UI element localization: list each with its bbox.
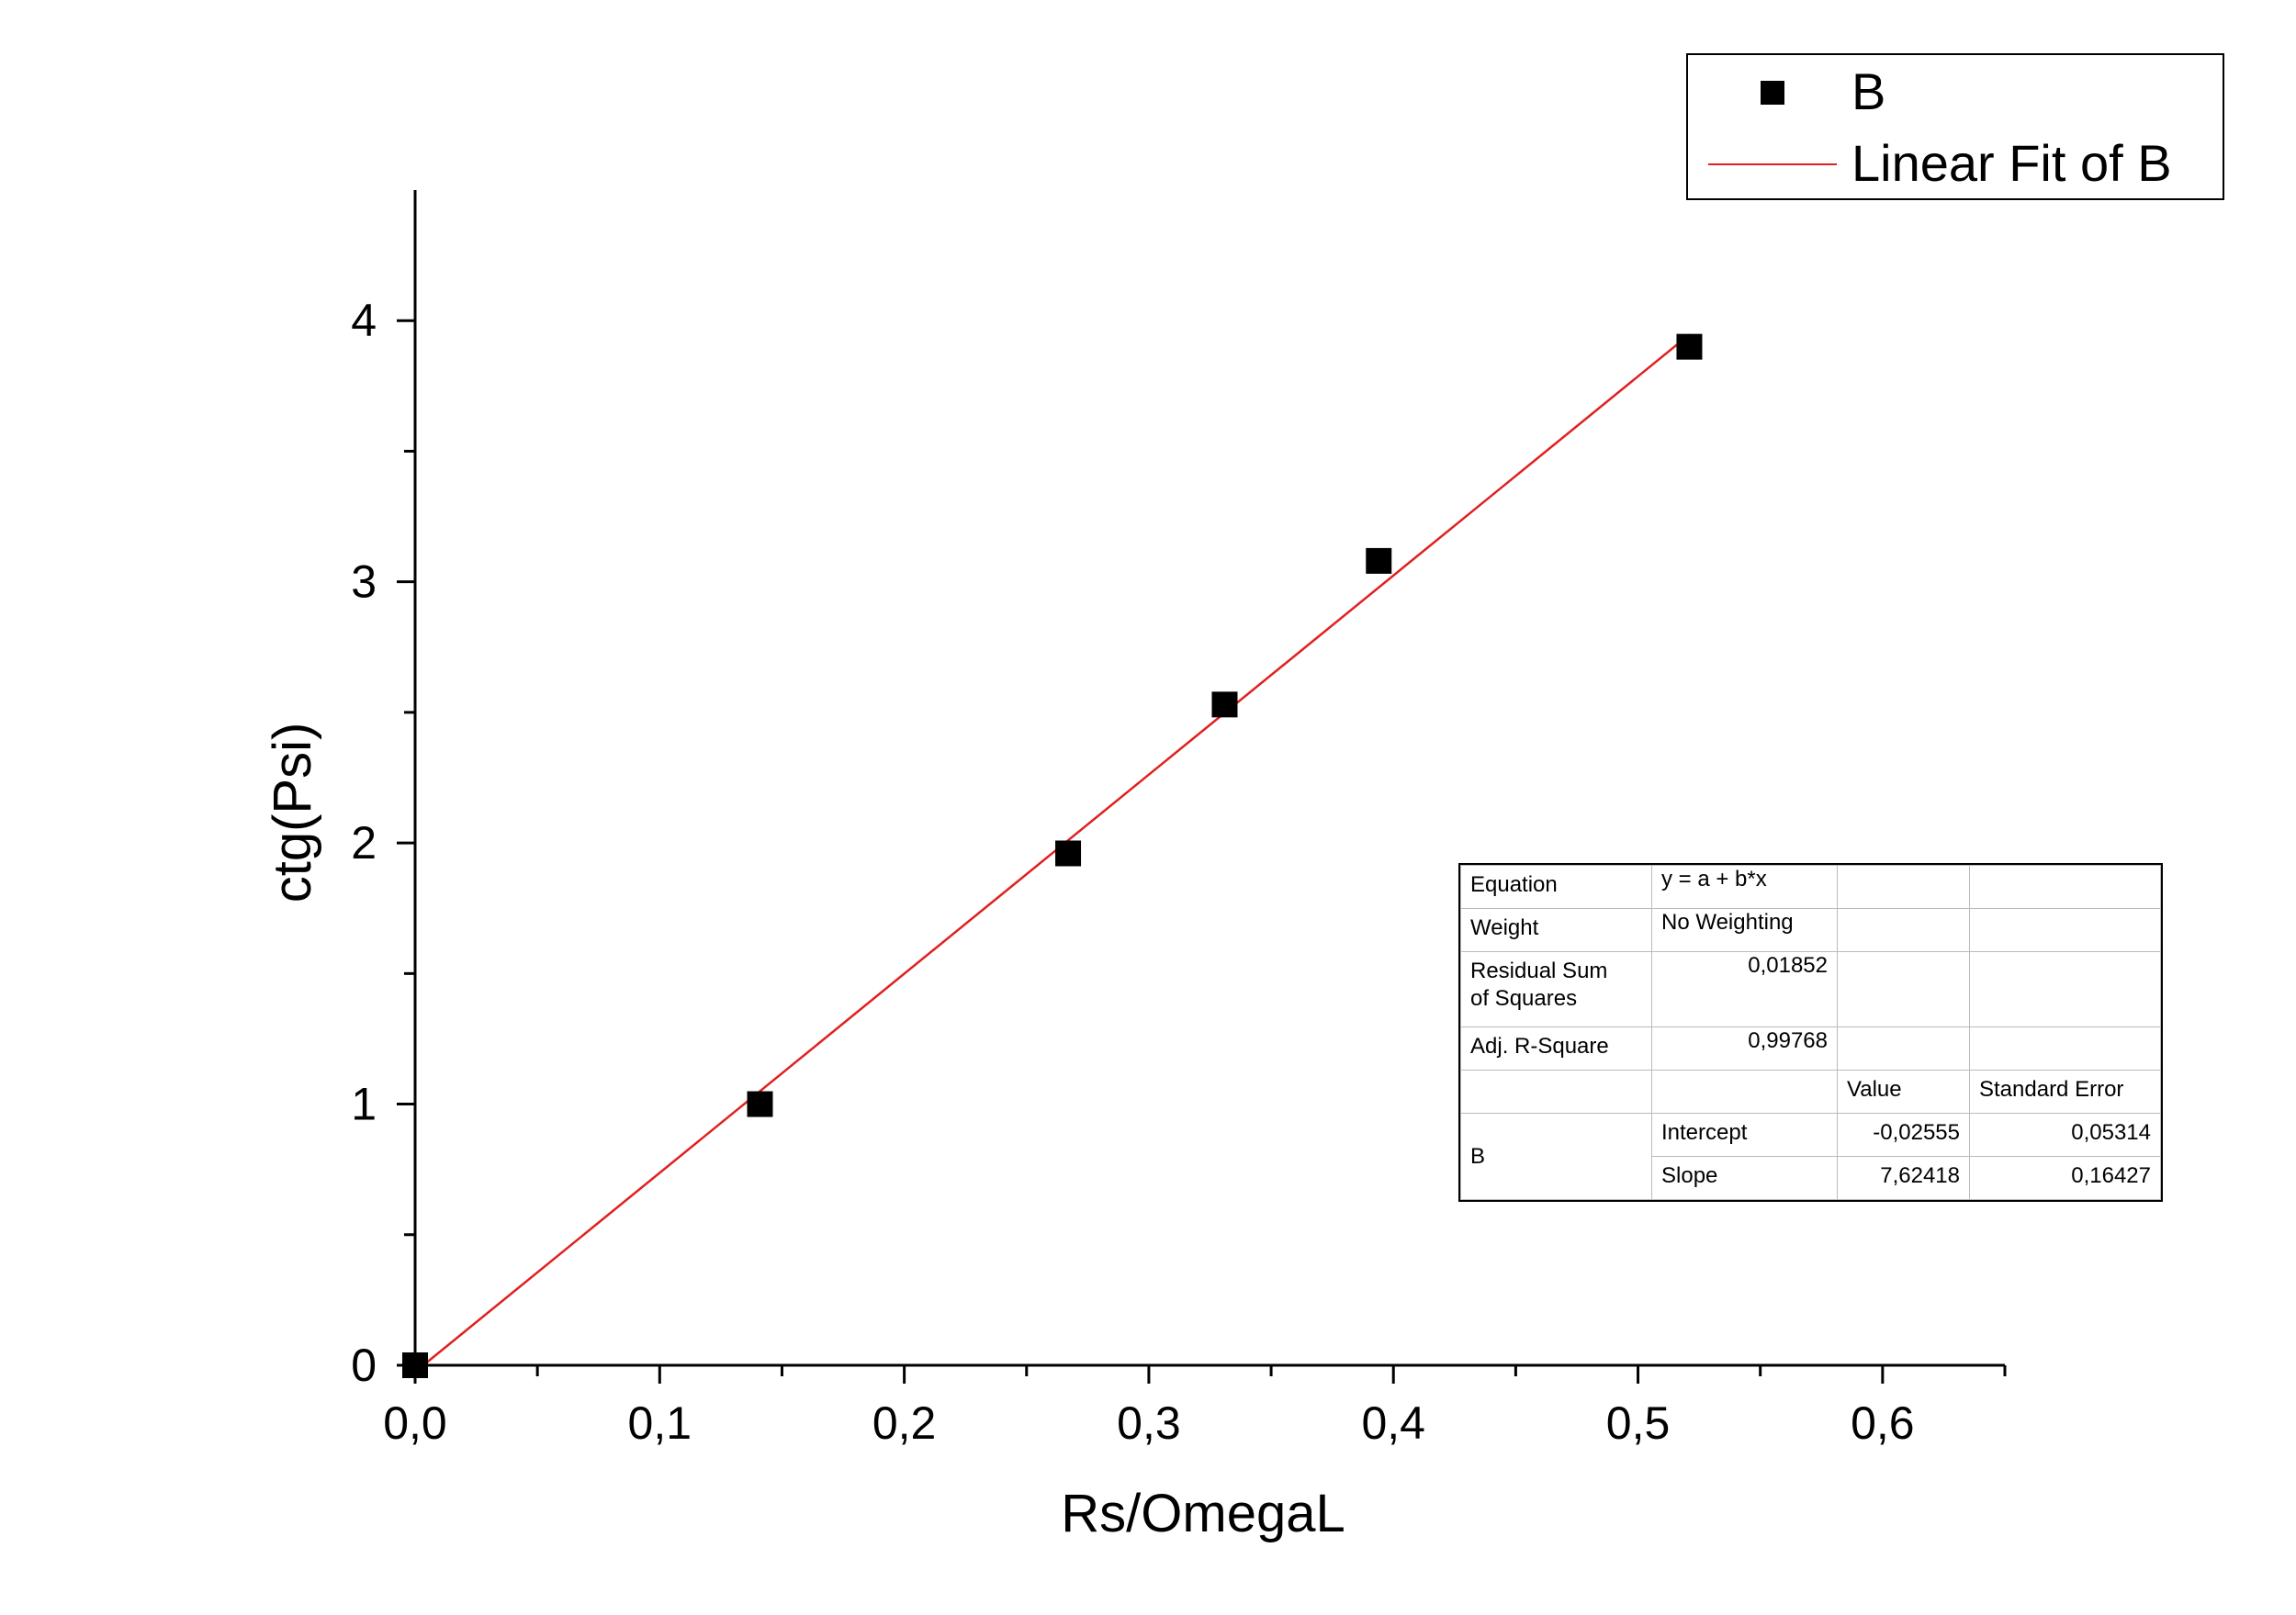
x-tick-label: 0,4: [1361, 1397, 1425, 1449]
intercept-label: Intercept: [1651, 1113, 1838, 1157]
empty-cell: [1460, 1070, 1652, 1114]
intercept-error: 0,05314: [1969, 1113, 2161, 1157]
slope-error: 0,16427: [1969, 1156, 2161, 1200]
weight-value: No Weighting: [1651, 908, 1838, 952]
legend: B Linear Fit of B: [1686, 53, 2224, 200]
rss-label: Residual Sum of Squares: [1460, 951, 1652, 1027]
data-point: [402, 1352, 428, 1378]
x-tick-label: 0,2: [872, 1397, 937, 1449]
x-tick-label: 0,1: [628, 1397, 692, 1449]
rss-label-line-1: Residual Sum: [1470, 959, 1608, 983]
fit-line-group: [414, 333, 1691, 1374]
intercept-value: -0,02555: [1837, 1113, 1970, 1157]
legend-entry-b: B: [1688, 57, 2223, 127]
legend-label-fit: Linear Fit of B: [1851, 134, 2172, 192]
rss-value: 0,01852: [1651, 951, 1838, 1027]
x-tick-label: 0,5: [1606, 1397, 1671, 1449]
fit-line: [414, 333, 1691, 1374]
axes: [413, 190, 2005, 1367]
weight-label: Weight: [1460, 908, 1652, 952]
empty-cell: [1969, 951, 2161, 1027]
ticks: 0,0 0,1 0,2 0,3 0,4 0,5 0,6 0 1 2 3 4: [351, 295, 2007, 1449]
equation-label: Equation: [1460, 865, 1652, 909]
table-row: B Intercept -0,02555 0,05314: [1460, 1113, 2161, 1200]
empty-cell: [1837, 865, 1970, 909]
y-tick-label: 0: [351, 1340, 377, 1391]
y-tick-label: 1: [351, 1079, 377, 1130]
data-point: [747, 1091, 773, 1117]
y-tick-label: 2: [351, 817, 377, 869]
data-point: [1211, 691, 1238, 718]
legend-label-b: B: [1851, 62, 1886, 120]
legend-entry-fit: Linear Fit of B: [1688, 129, 2223, 198]
y-axis-label: ctg(Psi): [263, 723, 322, 903]
group-label: B: [1460, 1113, 1652, 1200]
slope-value: 7,62418: [1837, 1156, 1970, 1200]
adj-r-square-value: 0,99768: [1651, 1026, 1838, 1071]
x-tick-label: 0,3: [1117, 1397, 1181, 1449]
data-point: [1055, 840, 1082, 867]
x-tick-label: 0,6: [1851, 1397, 1915, 1449]
equation-value: y = a + b*x: [1651, 865, 1838, 909]
table-row: Value Standard Error: [1460, 1070, 2161, 1114]
empty-cell: [1969, 1026, 2161, 1071]
fit-results-table: Equation y = a + b*x Weight No Weighting…: [1458, 863, 2163, 1202]
y-tick-label: 4: [351, 295, 377, 346]
y-tick-label: 3: [351, 556, 377, 608]
empty-cell: [1651, 1070, 1838, 1114]
x-tick-label: 0,0: [383, 1397, 447, 1449]
table-row: Equation y = a + b*x: [1460, 865, 2161, 909]
value-header: Value: [1837, 1070, 1970, 1114]
x-axis-label: Rs/OmegaL: [1061, 1484, 1345, 1543]
data-point: [1676, 333, 1703, 360]
empty-cell: [1837, 908, 1970, 952]
red-line-icon: [1708, 163, 1837, 165]
table-row: Weight No Weighting: [1460, 908, 2161, 952]
table-row: Slope 7,62418 0,16427: [1461, 1156, 2161, 1200]
empty-cell: [1969, 908, 2161, 952]
data-points: [402, 333, 1703, 1378]
empty-cell: [1969, 865, 2161, 909]
stderr-header: Standard Error: [1969, 1070, 2161, 1114]
table-row: Adj. R-Square 0,99768: [1460, 1026, 2161, 1071]
adj-r-square-label: Adj. R-Square: [1460, 1026, 1652, 1071]
empty-cell: [1837, 1026, 1970, 1071]
data-point: [1366, 547, 1392, 574]
square-marker-icon: [1761, 81, 1784, 105]
slope-label: Slope: [1651, 1156, 1838, 1200]
table-row: Residual Sum of Squares 0,01852: [1460, 951, 2161, 1027]
rss-label-line-2: of Squares: [1470, 986, 1578, 1011]
empty-cell: [1837, 951, 1970, 1027]
